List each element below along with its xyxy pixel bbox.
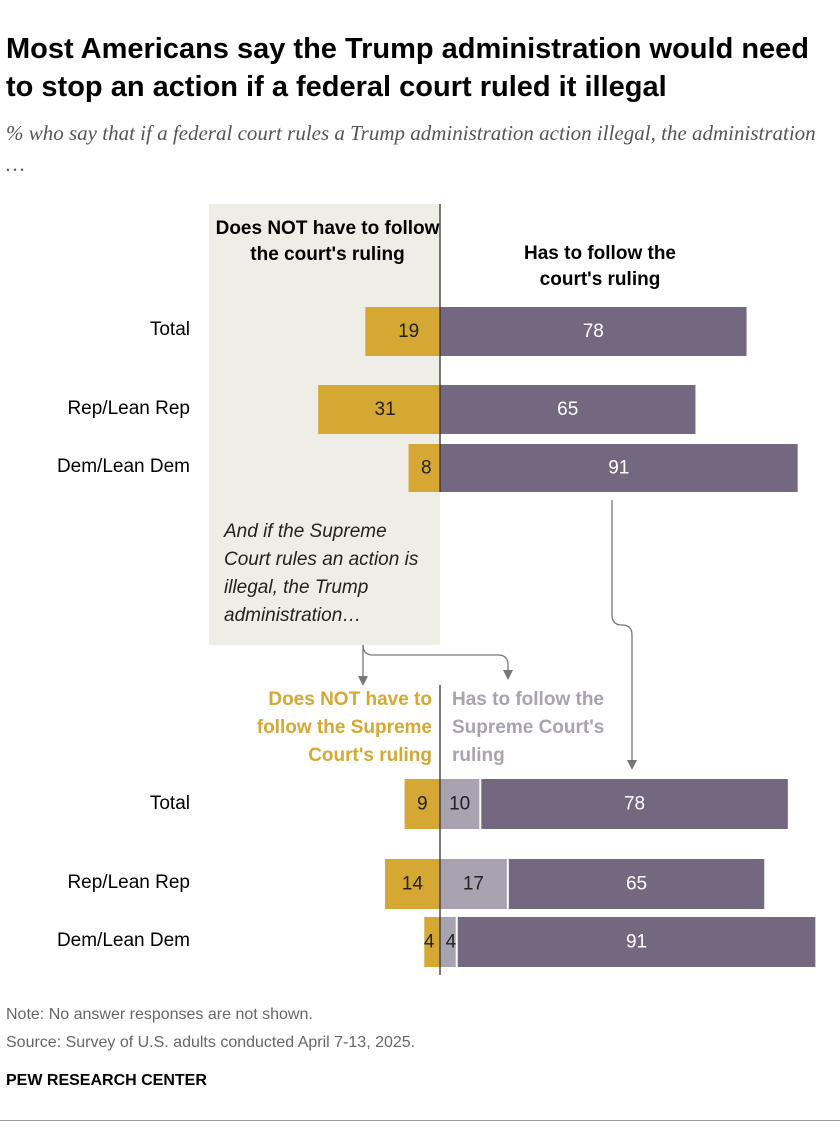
value-label: 78 bbox=[624, 794, 645, 815]
value-label: 10 bbox=[449, 794, 470, 815]
value-label: 65 bbox=[626, 874, 647, 895]
value-label: 17 bbox=[463, 874, 484, 895]
note: Note: No answer responses are not shown. bbox=[6, 1006, 313, 1023]
bar-sc-not-follow bbox=[384, 859, 440, 909]
legend-sc-follow: Has to follow the Supreme Court's ruling bbox=[452, 689, 605, 766]
bar-not-follow bbox=[318, 385, 440, 434]
bar-follow-both bbox=[457, 917, 816, 967]
supreme-court-annotation: And if the Supreme Court rules an action… bbox=[224, 521, 419, 626]
bar-follow bbox=[440, 444, 798, 492]
connector-arrow bbox=[611, 500, 633, 762]
bar-not-follow bbox=[408, 444, 440, 492]
chart-title: Most Americans say the Trump administrat… bbox=[6, 33, 810, 103]
divider bbox=[0, 1120, 840, 1121]
legend-not-follow: Does NOT have to follow the court's ruli… bbox=[215, 218, 440, 265]
value-label: 8 bbox=[421, 458, 432, 479]
source: Source: Survey of U.S. adults conducted … bbox=[6, 1034, 416, 1051]
bar-sc-follow-only bbox=[440, 779, 480, 829]
bar-follow bbox=[440, 385, 696, 434]
value-label: 14 bbox=[402, 874, 424, 895]
bar-sc-not-follow bbox=[404, 779, 440, 829]
category-label: Total bbox=[149, 793, 190, 814]
brand-logo-text: PEW RESEARCH CENTER bbox=[6, 1072, 207, 1089]
legend-follow: Has to follow the court's ruling bbox=[524, 243, 676, 290]
value-label: 78 bbox=[583, 321, 604, 342]
category-label: Total bbox=[149, 319, 190, 340]
arrowhead-icon bbox=[358, 676, 368, 686]
value-label: 31 bbox=[375, 399, 396, 420]
category-label: Dem/Lean Dem bbox=[56, 456, 190, 477]
bar-sc-follow-only bbox=[440, 859, 507, 909]
bar-not-follow bbox=[365, 307, 440, 356]
category-label: Rep/Lean Rep bbox=[67, 398, 190, 419]
value-label: 65 bbox=[557, 399, 578, 420]
bar-sc-follow-only bbox=[440, 917, 456, 967]
value-label: 91 bbox=[626, 932, 647, 953]
value-label: 4 bbox=[446, 932, 457, 953]
connector-arrow bbox=[362, 644, 509, 672]
bar-follow bbox=[440, 307, 747, 356]
value-label: 19 bbox=[398, 321, 419, 342]
bar-follow-both bbox=[508, 859, 765, 909]
value-label: 9 bbox=[417, 794, 428, 815]
bar-follow-both bbox=[481, 779, 788, 829]
legend-sc-not-follow: Does NOT have to follow the Supreme Cour… bbox=[256, 689, 432, 766]
category-label: Dem/Lean Dem bbox=[56, 930, 190, 951]
arrowhead-icon bbox=[503, 670, 513, 680]
bar-sc-not-follow bbox=[424, 917, 440, 967]
value-label: 91 bbox=[608, 458, 629, 479]
category-label: Rep/Lean Rep bbox=[67, 872, 190, 893]
chart-subtitle: % who say that if a federal court rules … bbox=[6, 121, 816, 176]
arrowhead-icon bbox=[627, 760, 637, 770]
value-label: 4 bbox=[424, 932, 435, 953]
